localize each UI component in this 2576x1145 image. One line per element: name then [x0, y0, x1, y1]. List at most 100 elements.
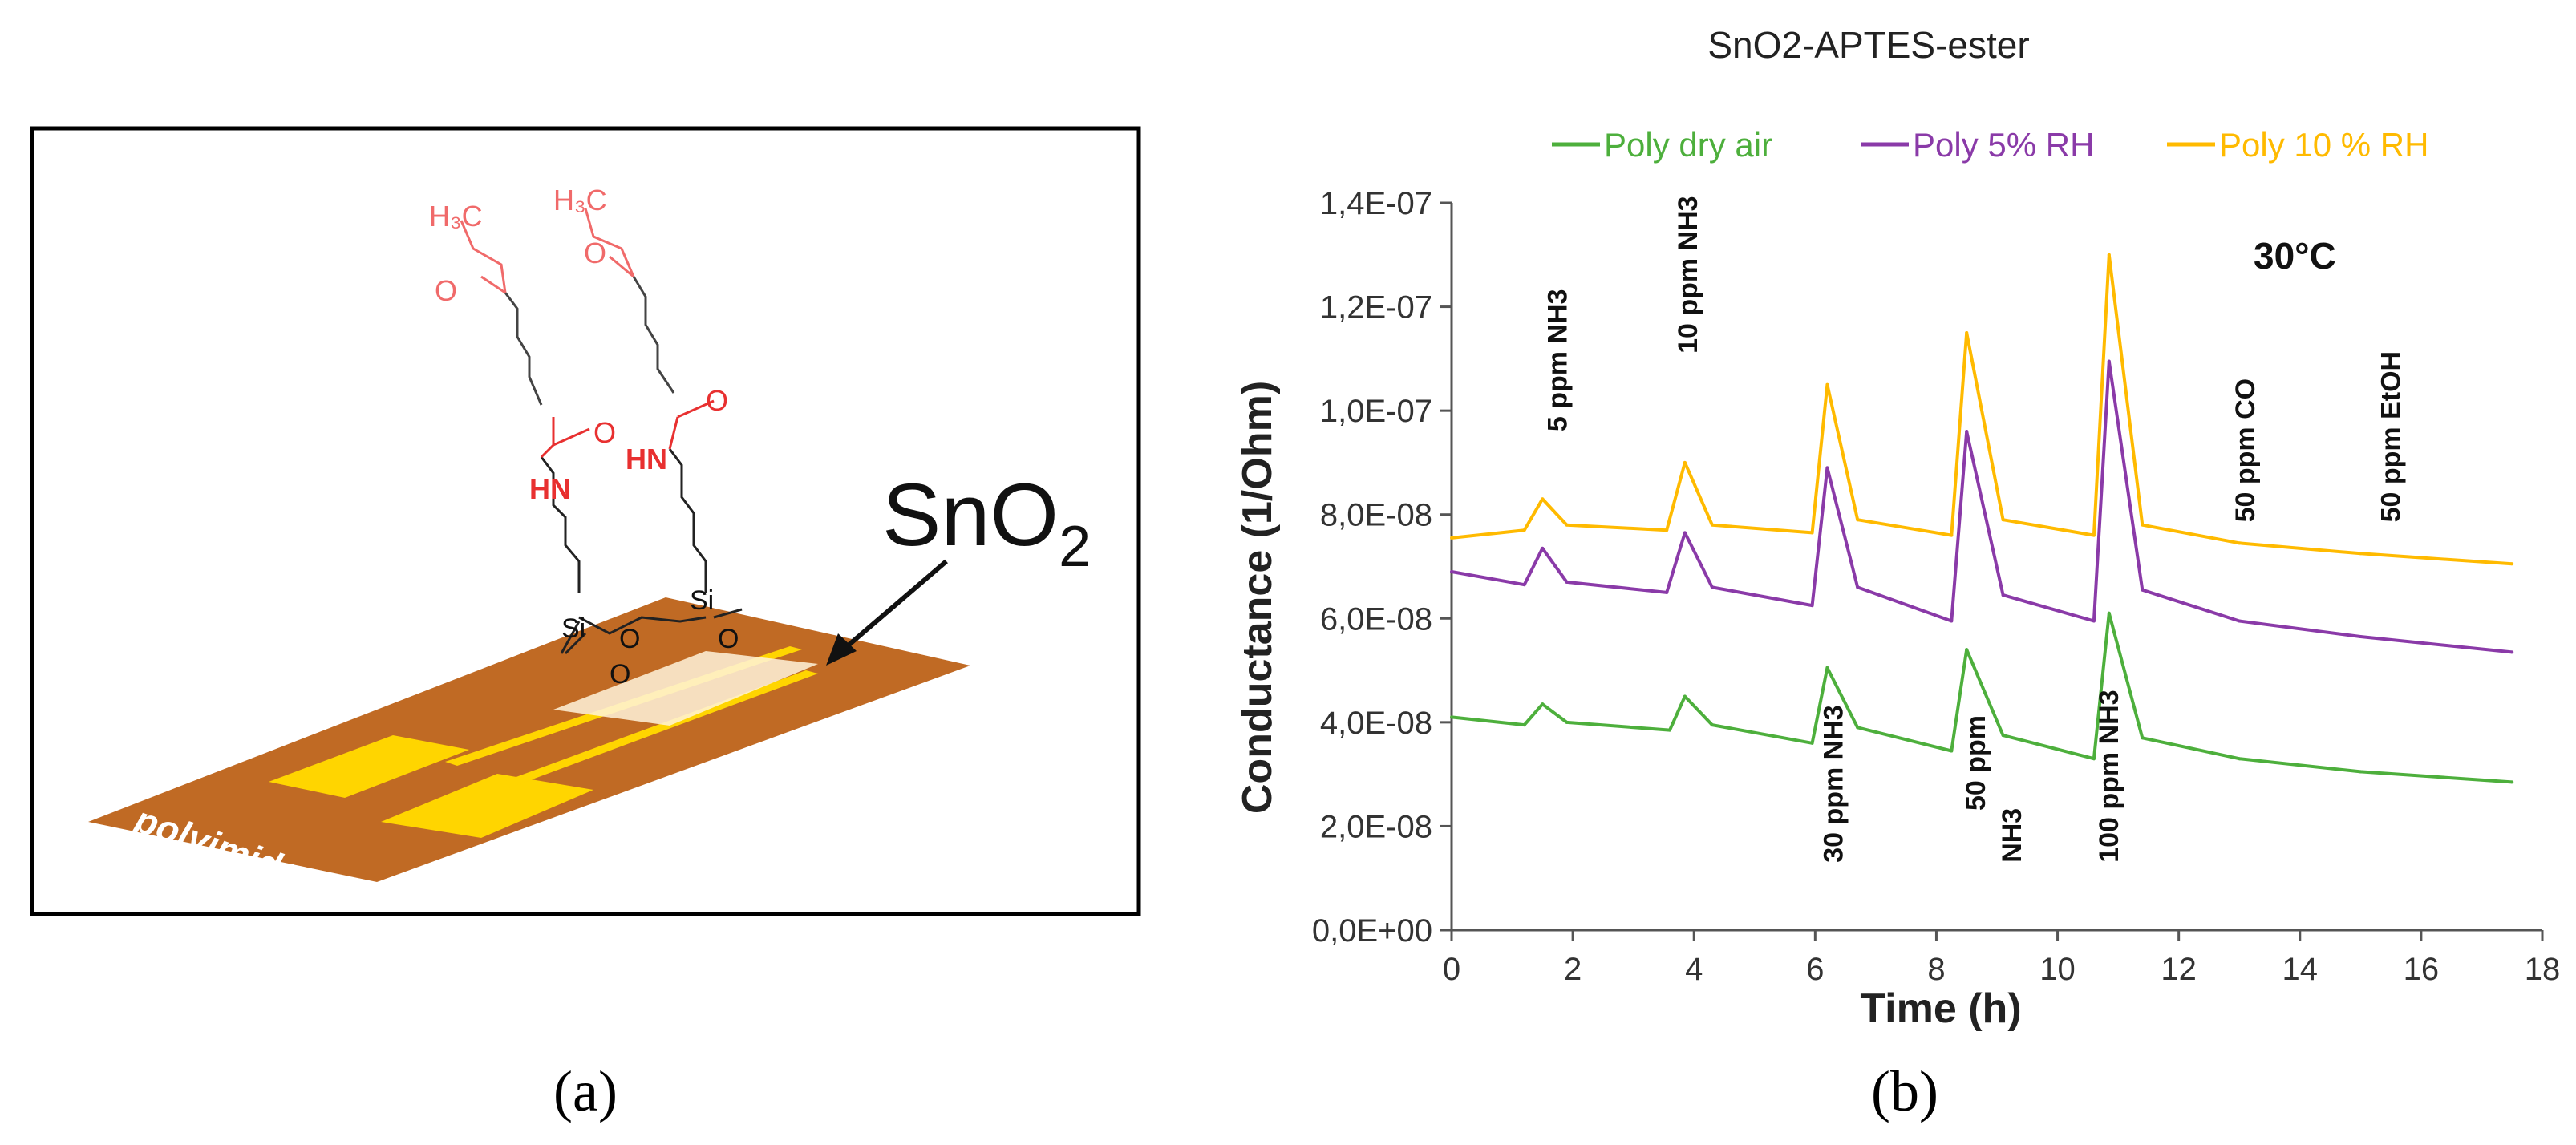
- event-annotation: 50 ppm: [1961, 715, 1991, 811]
- silicon-atom-2: Si: [690, 585, 714, 616]
- x-tick-label: 6: [1806, 952, 1824, 987]
- series-1-point: [1565, 580, 1569, 584]
- x-tick-label: 8: [1927, 952, 1945, 987]
- series-2-point: [1541, 497, 1545, 501]
- legend-label-10rh: Poly 10 % RH: [2219, 126, 2428, 164]
- carbonyl-oxygen-2: O: [584, 237, 606, 269]
- series-2-point: [1965, 330, 1969, 334]
- series-0-point: [1683, 694, 1687, 698]
- series-2-point: [1950, 533, 1954, 537]
- series-0-point: [1565, 720, 1569, 724]
- series-0-point: [2359, 770, 2363, 774]
- sno2-arrow-head: [826, 633, 857, 666]
- y-tick-label: 6,0E-08: [1320, 601, 1432, 637]
- series-1-point: [2359, 634, 2363, 638]
- series-1-point: [1856, 585, 1860, 589]
- series-0-point: [1810, 741, 1814, 745]
- temperature-label: 30°C: [2254, 235, 2336, 277]
- series-2-point: [1810, 531, 1814, 535]
- legend-label-dry: Poly dry air: [1604, 126, 1772, 164]
- series-1-point: [1541, 546, 1545, 550]
- silicon-oxygen-3: O: [718, 624, 739, 654]
- event-annotation: 100 ppm NH3: [2094, 690, 2124, 862]
- panel-a: polyimide: [30, 126, 1141, 1123]
- series-1-point: [1450, 569, 1453, 573]
- series-0-point: [2141, 736, 2145, 740]
- series-1-point: [1950, 619, 1954, 623]
- methyl-group-2: H₃C: [553, 184, 607, 216]
- y-tick-label: 0,0E+00: [1312, 913, 1432, 949]
- amide-nh-2: HN: [626, 443, 667, 475]
- series-0-point: [1710, 723, 1714, 727]
- y-tick-label: 4,0E-08: [1320, 706, 1432, 741]
- sno2-film: [553, 651, 818, 726]
- y-tick-label: 1,4E-07: [1320, 186, 1432, 221]
- series-0-point: [1950, 749, 1954, 753]
- y-axis-label: Conductance (1/Ohm): [1234, 381, 1281, 814]
- x-axis-label: Time (h): [1860, 985, 2021, 1032]
- series-2-point: [1683, 460, 1687, 464]
- y-axis-ticks: 0,0E+00 2,0E-08 4,0E-08 6,0E-08 8,0E-08 1,0E-…: [1312, 186, 1452, 949]
- series-2-point: [1522, 528, 1526, 532]
- series-2-point: [1665, 528, 1669, 532]
- series-line-2: [1451, 253, 2513, 566]
- y-tick-label: 2,0E-08: [1320, 809, 1432, 844]
- series-2-point: [2141, 523, 2145, 527]
- y-tick-label: 1,2E-07: [1320, 290, 1432, 326]
- series-1-point: [2001, 593, 2005, 597]
- electrode-finger-2: [481, 670, 818, 794]
- series-0-point: [1825, 666, 1829, 670]
- plot-frame: [1450, 203, 2542, 932]
- series-0-point: [2107, 611, 2111, 615]
- sno2-label-main: SnO: [882, 466, 1059, 564]
- series-1-point: [1683, 531, 1687, 535]
- x-tick-label: 10: [2039, 952, 2076, 987]
- silicon-atom-1: Si: [561, 613, 585, 644]
- series-1-point: [1965, 430, 1969, 434]
- y-tick-label: 1,0E-07: [1320, 394, 1432, 429]
- silicon-oxygen-2: O: [610, 659, 630, 690]
- series-2-point: [2107, 253, 2111, 257]
- series-0-point: [2238, 757, 2242, 761]
- x-tick-label: 12: [2161, 952, 2197, 987]
- event-annotation: 50 ppm EtOH: [2376, 351, 2406, 522]
- series-0-point: [1522, 723, 1526, 727]
- series-0-point: [2510, 780, 2514, 784]
- x-tick-label: 14: [2282, 952, 2319, 987]
- series-lines: [1450, 253, 2514, 784]
- x-tick-label: 18: [2525, 952, 2561, 987]
- series-1-point: [2141, 588, 2145, 592]
- carbonyl-oxygen-1: O: [435, 274, 457, 307]
- sno2-arrow-shaft: [832, 559, 948, 660]
- panel-b-label: (b): [1871, 1059, 1938, 1123]
- series-0-point: [1965, 648, 1969, 652]
- series-0-point: [2001, 734, 2005, 738]
- series-1-point: [2092, 619, 2096, 623]
- legend-label-5rh: Poly 5% RH: [1913, 126, 2094, 164]
- series-2-point: [2238, 541, 2242, 545]
- series-1-point: [2238, 619, 2242, 623]
- series-2-point: [1856, 518, 1860, 522]
- event-annotation: 5 ppm NH3: [1543, 289, 1574, 432]
- series-2-point: [2359, 552, 2363, 556]
- series-1-point: [1810, 604, 1814, 608]
- x-axis-ticks: 0 2 4 6 8 10 12 14 16 18: [1443, 930, 2560, 987]
- chart-legend: Poly dry air Poly 5% RH Poly 10 % RH: [1552, 126, 2428, 164]
- amide-oxygen-1: O: [593, 416, 616, 449]
- series-2-point: [2001, 518, 2005, 522]
- event-annotation: 10 ppm NH3: [1673, 196, 1703, 354]
- event-annotation: 30 ppm NH3: [1818, 705, 1849, 863]
- silicon-oxygen-1: O: [619, 624, 640, 654]
- series-1-point: [2107, 359, 2111, 363]
- series-1-point: [1665, 590, 1669, 594]
- series-0-point: [1541, 702, 1545, 706]
- series-2-point: [1710, 523, 1714, 527]
- panel-a-label: (a): [553, 1059, 618, 1123]
- event-annotation: 50 ppm CO: [2230, 378, 2261, 522]
- x-tick-label: 2: [1564, 952, 1582, 987]
- series-0-point: [2092, 757, 2096, 761]
- series-2-point: [2092, 533, 2096, 537]
- panel-b: SnO2-APTES-ester Poly dry air Poly 5% RH…: [1234, 24, 2560, 1123]
- series-2-point: [1450, 536, 1453, 540]
